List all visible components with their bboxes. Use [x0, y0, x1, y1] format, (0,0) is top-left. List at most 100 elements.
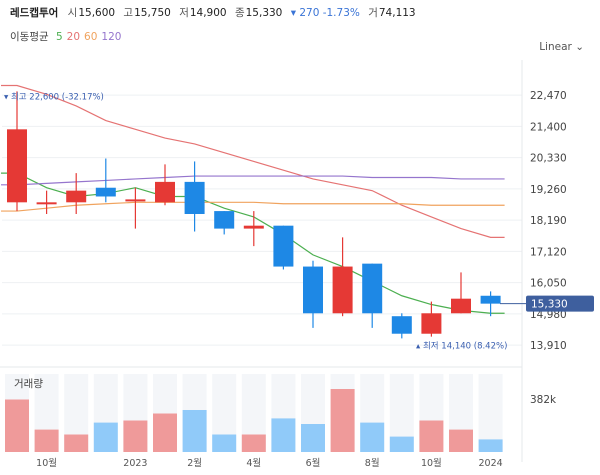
- volume-bar: [419, 420, 444, 452]
- volume-label: 거: [368, 7, 378, 19]
- x-tick-label: 2월: [187, 457, 202, 469]
- volume-column-bg: [271, 374, 296, 452]
- volume-column-bg: [241, 374, 266, 452]
- candle-body: [332, 266, 353, 314]
- close-label: 종: [234, 7, 245, 19]
- scale-selector-label: Linear: [539, 41, 572, 53]
- volume-bar: [212, 434, 237, 452]
- ma-60-line: [1, 201, 505, 212]
- volume-column-bg: [449, 374, 473, 452]
- candle-body: [421, 313, 442, 334]
- current-price-label: 15,330: [531, 299, 568, 311]
- x-tick-label: 4월: [246, 457, 261, 469]
- x-tick-label: 8월: [365, 457, 380, 469]
- moving-average-legend: 이동평균 5 20 60 120: [10, 29, 125, 44]
- candle-body: [303, 266, 323, 314]
- open-label: 시: [67, 7, 78, 19]
- volume-column-bg: [330, 374, 355, 452]
- ma-120-line: [1, 175, 505, 186]
- candle-body: [214, 211, 235, 229]
- y-tick-label: 20,330: [530, 153, 567, 165]
- low-annotation: ▴ 최저 14,140 (8.42%): [416, 340, 507, 351]
- candle-body: [391, 316, 412, 334]
- volume-column-bg: [34, 374, 59, 452]
- candle-body: [273, 225, 294, 267]
- ma-60-label[interactable]: 60: [84, 31, 98, 43]
- x-tick-label: 2023: [123, 458, 147, 469]
- candle-body: [95, 187, 116, 197]
- candle-body: [36, 202, 57, 205]
- price-change: ▾ 270 -1.73%: [290, 7, 360, 19]
- volume-column-bg: [419, 374, 444, 452]
- low-value: 14,900: [189, 7, 227, 19]
- volume-column-bg: [93, 374, 118, 452]
- candle-body: [7, 129, 27, 203]
- ma-5-line: [1, 172, 505, 314]
- ma-120-label[interactable]: 120: [101, 31, 122, 43]
- volume-bar: [271, 418, 296, 452]
- y-tick-label: 22,470: [530, 90, 567, 102]
- volume-bar: [153, 413, 177, 452]
- y-tick-label: 13,910: [530, 340, 567, 352]
- candle-body: [480, 295, 501, 304]
- high-annotation: ▾ 최고 22,600 (-32.17%): [4, 91, 104, 102]
- volume-bar: [93, 422, 118, 452]
- volume-bar: [389, 436, 414, 452]
- volume-tick-label: 382k: [530, 394, 557, 406]
- y-tick-label: 18,190: [530, 215, 567, 227]
- volume-column-bg: [64, 374, 89, 452]
- y-tick-label: 19,260: [530, 184, 567, 196]
- candle-body: [184, 181, 205, 214]
- x-tick-label: 10월: [36, 457, 57, 469]
- x-tick-label: 10월: [421, 457, 442, 469]
- open-value: 15,600: [78, 7, 116, 19]
- volume-column-bg: [478, 374, 503, 452]
- volume-column-bg: [153, 374, 177, 452]
- volume-bar: [330, 389, 355, 452]
- volume-bar: [182, 410, 207, 452]
- volume-column-bg: [212, 374, 237, 452]
- stock-summary-header: 레드캡투어 시15,600 고15,750 저14,900 종15,330 ▾ …: [10, 5, 421, 20]
- volume-bar: [241, 434, 266, 452]
- candle-body: [243, 225, 264, 229]
- volume-pane-title: 거래량: [14, 378, 43, 390]
- x-tick-label: 2024: [479, 458, 503, 469]
- candle-body: [66, 190, 87, 203]
- volume-column-bg: [301, 374, 325, 452]
- volume-bar: [449, 429, 473, 452]
- low-label: 저: [179, 7, 189, 19]
- ma-20-line: [1, 84, 505, 238]
- y-tick-label: 17,120: [530, 246, 567, 258]
- y-tick-label: 16,050: [530, 278, 567, 290]
- volume-bar: [360, 422, 385, 452]
- y-tick-label: 14,980: [530, 309, 567, 321]
- high-value: 15,750: [134, 7, 171, 19]
- candle-body: [362, 263, 383, 314]
- volume-bar: [64, 434, 89, 452]
- volume-bar: [478, 439, 503, 452]
- volume-column-bg: [5, 374, 29, 452]
- close-value: 15,330: [245, 7, 283, 19]
- volume-column-bg: [182, 374, 207, 452]
- volume-column-bg: [389, 374, 414, 452]
- volume-value: 74,113: [378, 7, 416, 19]
- volume-bar: [34, 429, 59, 452]
- candle-body: [125, 199, 146, 202]
- stock-name: 레드캡투어: [10, 7, 59, 19]
- x-tick-label: 6월: [306, 457, 321, 469]
- ma-20-label[interactable]: 20: [66, 31, 81, 43]
- scale-selector[interactable]: Linear ⌄: [539, 41, 584, 53]
- current-price-badge: [526, 295, 594, 312]
- chevron-down-icon: ⌄: [575, 41, 584, 53]
- volume-bar: [301, 424, 325, 452]
- ma-legend-title: 이동평균: [10, 31, 49, 43]
- volume-bar: [123, 420, 148, 452]
- candle-body: [155, 181, 175, 203]
- volume-column-bg: [123, 374, 148, 452]
- candle-body: [451, 298, 471, 314]
- volume-column-bg: [360, 374, 385, 452]
- y-tick-label: 21,400: [530, 121, 567, 133]
- volume-bar: [5, 399, 29, 452]
- ma-5-label[interactable]: 5: [55, 31, 63, 43]
